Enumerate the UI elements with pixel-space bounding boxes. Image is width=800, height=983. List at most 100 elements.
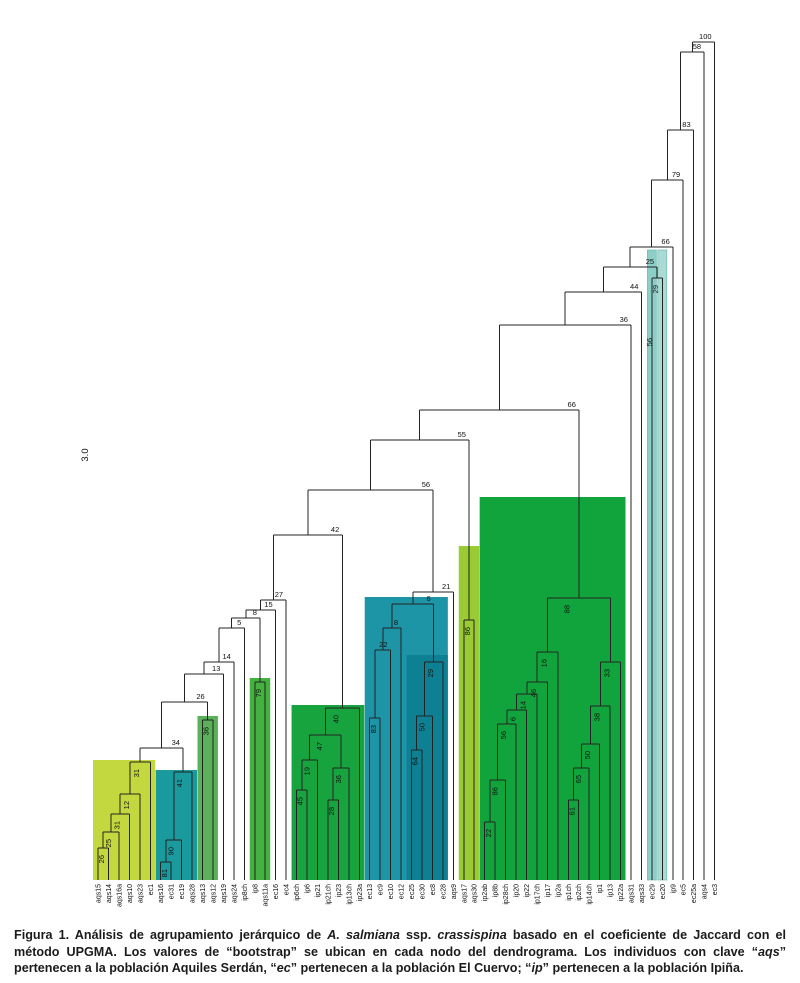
leaf-label: ip1ch: [566, 884, 573, 901]
bootstrap-label: 21: [442, 582, 450, 591]
leaf-label: ec20: [660, 884, 667, 899]
bootstrap-label: 44: [630, 282, 638, 291]
leaf-label: ec31: [169, 884, 176, 899]
cluster-box: [93, 760, 156, 880]
bootstrap-label: 8: [394, 618, 398, 627]
leaf-label: ip28ch: [503, 884, 510, 905]
caption-italic-segment: A. salmiana: [327, 928, 400, 942]
bootstrap-label: 36: [202, 727, 211, 735]
leaf-label: aqs31: [628, 884, 635, 903]
leaf-label: aqs24: [231, 884, 238, 903]
bootstrap-label: 86: [491, 787, 500, 795]
bootstrap-label: 58: [693, 42, 701, 51]
bootstrap-label: 29: [651, 285, 660, 293]
bootstrap-label: 28: [327, 807, 336, 815]
leaf-label: ec12: [399, 884, 406, 899]
leaf-label: ec25: [409, 884, 416, 899]
bootstrap-label: 42: [331, 525, 339, 534]
leaf-label: aqs11a: [263, 884, 270, 907]
leaf-label: aqs30: [472, 884, 479, 903]
cluster-box: [197, 716, 218, 880]
bootstrap-label: 46: [529, 689, 538, 697]
leaf-label: ip6ch: [294, 884, 301, 901]
bootstrap-label: 27: [275, 590, 283, 599]
bootstrap-label: 26: [97, 855, 106, 863]
leaf-label: ec3: [712, 884, 719, 895]
bootstrap-label: 45: [296, 797, 305, 805]
leaf-label: ip22: [524, 884, 531, 897]
bootstrap-label: 100: [699, 32, 712, 41]
bootstrap-label: 90: [167, 847, 176, 855]
bootstrap-label: 34: [172, 738, 180, 747]
bootstrap-label: 83: [369, 725, 378, 733]
bootstrap-label: 6: [427, 594, 431, 603]
bootstrap-label: 56: [422, 480, 430, 489]
leaf-label: ip6: [305, 884, 312, 893]
leaf-label: aqs4: [702, 884, 709, 899]
bootstrap-label: 14: [223, 652, 231, 661]
bootstrap-label: 56: [499, 731, 508, 739]
leaf-label: ip17ch: [534, 884, 541, 905]
bootstrap-label: 6: [509, 717, 518, 721]
leaf-label: ip23a: [357, 884, 364, 901]
leaf-label: ip20: [514, 884, 521, 897]
bootstrap-label: 12: [122, 801, 131, 809]
bootstrap-label: 50: [583, 751, 592, 759]
bootstrap-label: 66: [568, 400, 576, 409]
cluster-box: [249, 678, 271, 880]
leaf-label: ec16: [273, 884, 280, 899]
bootstrap-label: 47: [315, 742, 324, 750]
bootstrap-label: 29: [426, 669, 435, 677]
leaf-label: ip21ch: [325, 884, 332, 905]
leaf-label: aqs17: [461, 884, 468, 903]
bootstrap-label: 14: [519, 701, 528, 709]
bootstrap-label: 25: [646, 257, 654, 266]
bootstrap-label: 65: [574, 775, 583, 783]
bootstrap-label: 33: [602, 669, 611, 677]
leaf-label: ip13ch: [346, 884, 353, 905]
caption-text-segment: basado en el coeficiente de Jaccard con …: [14, 928, 787, 959]
bootstrap-label: 61: [567, 807, 576, 815]
leaf-label: ec9: [378, 884, 385, 895]
bootstrap-label: 16: [539, 659, 548, 667]
leaf-label: ip8ch: [242, 884, 249, 901]
caption-text-segment: Figura 1. Análisis de agrupamiento jerár…: [14, 928, 328, 942]
bootstrap-label: 31: [113, 821, 122, 829]
leaf-label: ec8: [430, 884, 437, 895]
bootstrap-label: 25: [104, 839, 113, 847]
bootstrap-label: 56: [645, 338, 654, 346]
leaf-label: aqs16: [158, 884, 165, 903]
leaf-label: aqs28: [190, 884, 197, 903]
leaf-label: ip17: [545, 884, 552, 897]
caption-text-segment: ssp.: [399, 928, 438, 942]
leaf-label: ip8: [252, 884, 259, 893]
leaf-label: aqs33: [639, 884, 646, 903]
leaf-label: ec1: [148, 884, 155, 895]
bootstrap-label: 64: [411, 757, 420, 765]
cluster-box: [406, 655, 448, 880]
leaf-label: ec5: [681, 884, 688, 895]
leaf-label: aqs19: [221, 884, 228, 903]
leaf-label: aqs10: [127, 884, 134, 903]
leaf-label: ec29: [649, 884, 656, 899]
leaf-label: ip21: [315, 884, 322, 897]
dendrogram-plot: 2625311231819041343626131457981527451928…: [80, 32, 719, 907]
bootstrap-label: 19: [302, 767, 311, 775]
bootstrap-label: 41: [175, 779, 184, 787]
cluster-box: [479, 497, 626, 880]
bootstrap-label: 55: [458, 430, 466, 439]
caption-italic-segment: aqs: [758, 944, 780, 959]
leaf-label: ip13: [608, 884, 615, 897]
leaf-label: ec19: [179, 884, 186, 899]
bootstrap-label: 8: [253, 608, 257, 617]
figure-caption: Figura 1. Análisis de agrupamiento jerár…: [14, 927, 786, 977]
leaf-label: ip23: [336, 884, 343, 897]
leaf-label: aqs14: [106, 884, 113, 903]
leaf-label: aqs9: [451, 884, 458, 899]
leaf-label: ip2ab: [482, 884, 489, 901]
bootstrap-label: 15: [264, 600, 272, 609]
bootstrap-label: 36: [620, 315, 628, 324]
bootstrap-label: 81: [160, 869, 169, 877]
caption-italic-segment: ec: [276, 961, 291, 976]
